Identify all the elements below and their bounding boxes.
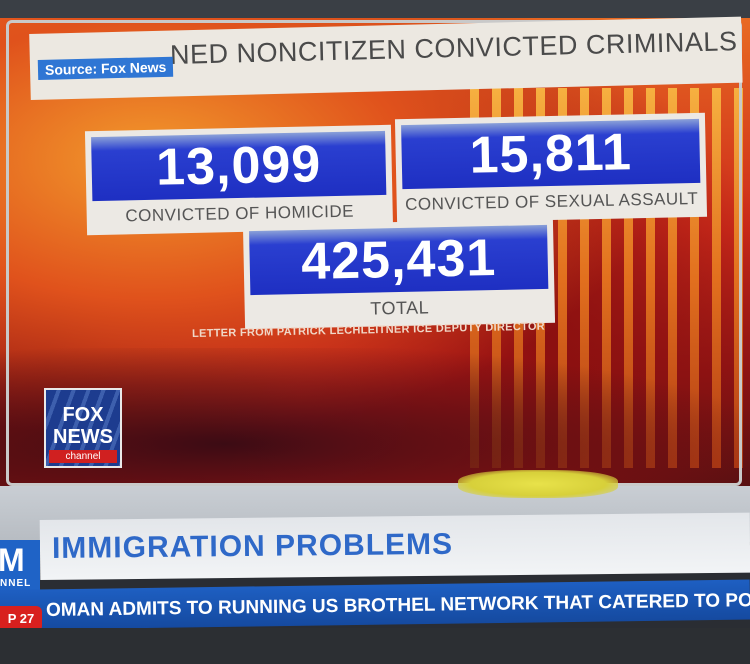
- source-badge: Source: Fox News: [37, 56, 174, 80]
- stat-sexual-assault-value: 15,811: [401, 118, 701, 190]
- dark-foreground: [0, 348, 750, 488]
- logo-channel: channel: [49, 450, 117, 463]
- stat-sexual-assault-label: CONVICTED OF SEXUAL ASSAULT: [404, 188, 699, 215]
- stat-homicide: 13,099 CONVICTED OF HOMICIDE: [84, 124, 394, 236]
- time-badge: P 27: [0, 606, 42, 632]
- fox-news-logo: FOX NEWS channel: [44, 388, 122, 468]
- chyron-headline: IMMIGRATION PROBLEMS: [51, 527, 454, 565]
- network-letter: M: [0, 542, 25, 578]
- logo-line2: NEWS: [53, 426, 113, 448]
- logo-line1: FOX: [62, 404, 104, 426]
- redaction-scribble: [458, 470, 618, 498]
- stat-homicide-value: 13,099: [91, 130, 387, 202]
- tv-top-edge: [0, 0, 750, 22]
- network-badge: M NNEL: [0, 540, 40, 598]
- stat-total: 425,431 TOTAL: [242, 218, 556, 330]
- screen-frame: [6, 20, 742, 486]
- stat-sexual-assault: 15,811 CONVICTED OF SEXUAL ASSAULT: [394, 112, 708, 224]
- network-sub: NNEL: [0, 578, 32, 589]
- tv-bottom-edge: [0, 628, 750, 664]
- stat-total-value: 425,431: [249, 224, 549, 296]
- stat-total-label: TOTAL: [370, 297, 430, 319]
